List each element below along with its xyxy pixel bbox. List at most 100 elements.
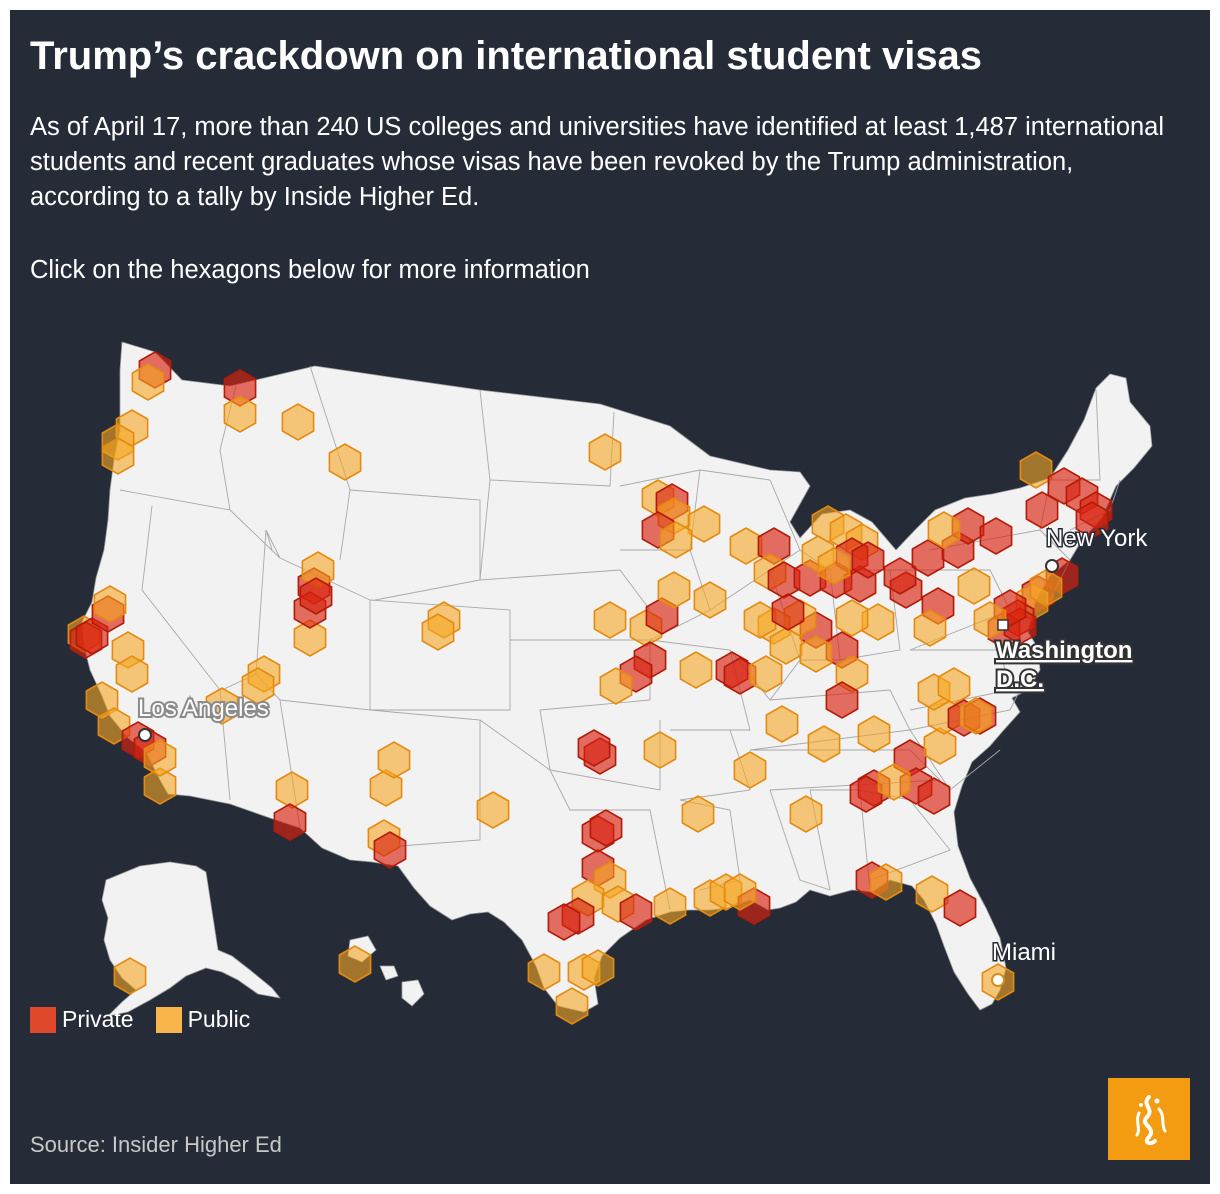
public-college-hexagon[interactable] xyxy=(1019,451,1053,489)
public-college-hexagon[interactable] xyxy=(723,873,757,911)
washington-marker xyxy=(997,619,1009,631)
public-college-hexagon[interactable] xyxy=(835,599,869,637)
washington-label-line2: D.C. xyxy=(996,666,1044,693)
infographic-card: Trump’s crackdown on international stude… xyxy=(10,10,1210,1184)
public-college-hexagon[interactable] xyxy=(223,395,257,433)
public-college-hexagon[interactable] xyxy=(877,763,911,801)
private-college-hexagon[interactable] xyxy=(645,597,679,635)
public-college-hexagon[interactable] xyxy=(653,887,687,925)
us-map: Los Angeles New York Washington D.C. Mia… xyxy=(67,341,1153,1025)
los-angeles-marker xyxy=(138,728,152,742)
private-college-hexagon[interactable] xyxy=(917,777,951,815)
private-college-hexagon[interactable] xyxy=(1025,491,1059,529)
miami-label: Miami xyxy=(992,939,1056,966)
private-college-hexagon[interactable] xyxy=(979,517,1013,555)
public-college-hexagon[interactable] xyxy=(857,715,891,753)
public-college-hexagon[interactable] xyxy=(143,739,177,777)
source-text: Source: Insider Higher Ed xyxy=(30,1132,282,1157)
public-college-hexagon[interactable] xyxy=(749,655,783,693)
public-college-hexagon[interactable] xyxy=(241,667,275,705)
miami-marker xyxy=(991,973,1005,987)
public-college-hexagon[interactable] xyxy=(659,521,693,559)
alaska-shape xyxy=(101,861,281,1017)
public-college-hexagon[interactable] xyxy=(957,567,991,605)
public-college-hexagon[interactable] xyxy=(869,863,903,901)
private-college-hexagon[interactable] xyxy=(299,577,333,615)
instruction-text: Click on the hexagons below for more inf… xyxy=(30,256,590,284)
public-college-hexagon[interactable] xyxy=(687,505,721,543)
private-college-hexagon[interactable] xyxy=(547,903,581,941)
legend: Private Public xyxy=(30,1006,250,1033)
public-college-hexagon[interactable] xyxy=(807,725,841,763)
private-college-hexagon[interactable] xyxy=(771,593,805,631)
public-college-hexagon[interactable] xyxy=(369,769,403,807)
public-college-hexagon[interactable] xyxy=(729,527,763,565)
public-college-hexagon[interactable] xyxy=(93,585,127,623)
public-college-hexagon[interactable] xyxy=(421,613,455,651)
private-college-hexagon[interactable] xyxy=(943,889,977,927)
page-title: Trump’s crackdown on international stude… xyxy=(30,34,983,78)
public-college-hexagon[interactable] xyxy=(377,741,411,779)
public-college-hexagon[interactable] xyxy=(599,667,633,705)
public-college-hexagon[interactable] xyxy=(275,771,309,809)
public-college-hexagon[interactable] xyxy=(765,705,799,743)
public-swatch xyxy=(155,1006,182,1033)
private-college-hexagon[interactable] xyxy=(577,729,611,767)
public-college-hexagon[interactable] xyxy=(593,601,627,639)
public-college-hexagon[interactable] xyxy=(733,751,767,789)
public-college-hexagon[interactable] xyxy=(913,609,947,647)
new-york-label: New York xyxy=(1046,525,1148,552)
private-swatch xyxy=(30,1006,56,1033)
public-college-hexagon[interactable] xyxy=(937,667,971,705)
public-college-hexagon[interactable] xyxy=(143,767,177,805)
public-college-hexagon[interactable] xyxy=(789,795,823,833)
legend-private: Private xyxy=(30,1006,134,1033)
public-college-hexagon[interactable] xyxy=(927,511,961,549)
private-college-hexagon[interactable] xyxy=(849,775,883,813)
public-college-hexagon[interactable] xyxy=(338,945,372,983)
public-college-hexagon[interactable] xyxy=(555,987,589,1025)
private-college-hexagon[interactable] xyxy=(589,809,623,847)
public-college-hexagon[interactable] xyxy=(281,403,315,441)
public-college-hexagon[interactable] xyxy=(131,363,165,401)
public-college-hexagon[interactable] xyxy=(527,953,561,991)
public-college-hexagon[interactable] xyxy=(681,795,715,833)
public-college-hexagon[interactable] xyxy=(101,437,135,475)
public-college-hexagon[interactable] xyxy=(693,581,727,619)
private-college-hexagon[interactable] xyxy=(619,893,653,931)
public-college-hexagon[interactable] xyxy=(205,687,239,725)
public-college-hexagon[interactable] xyxy=(581,949,615,987)
public-college-hexagon[interactable] xyxy=(799,635,833,673)
private-college-hexagon[interactable] xyxy=(373,831,407,869)
al-jazeera-logo-icon xyxy=(1108,1078,1190,1160)
public-college-hexagon[interactable] xyxy=(923,727,957,765)
private-college-hexagon[interactable] xyxy=(883,557,917,595)
public-college-hexagon[interactable] xyxy=(743,601,777,639)
public-college-hexagon[interactable] xyxy=(679,651,713,689)
hexagon-layer xyxy=(67,351,1113,1025)
public-college-hexagon[interactable] xyxy=(657,571,691,609)
public-college-hexagon[interactable] xyxy=(476,791,510,829)
public-college-hexagon[interactable] xyxy=(915,875,949,913)
public-college-hexagon[interactable] xyxy=(1029,569,1063,607)
public-college-hexagon[interactable] xyxy=(643,731,677,769)
logo-glyph-icon xyxy=(1135,1095,1167,1146)
private-college-hexagon[interactable] xyxy=(273,803,307,841)
public-college-hexagon[interactable] xyxy=(115,655,149,693)
legend-public: Public xyxy=(155,1006,251,1033)
public-college-hexagon[interactable] xyxy=(293,619,327,657)
private-college-hexagon[interactable] xyxy=(851,541,885,579)
public-college-hexagon[interactable] xyxy=(769,627,803,665)
description-text: As of April 17, more than 240 US college… xyxy=(30,113,1165,211)
private-college-hexagon[interactable] xyxy=(825,681,859,719)
los-angeles-label: Los Angeles xyxy=(138,695,269,722)
legend-public-label: Public xyxy=(187,1006,251,1032)
legend-private-label: Private xyxy=(62,1006,134,1032)
public-college-hexagon[interactable] xyxy=(328,443,362,481)
private-college-hexagon[interactable] xyxy=(1075,501,1109,539)
public-college-hexagon[interactable] xyxy=(588,433,622,471)
washington-label-line1: Washington xyxy=(996,637,1132,664)
public-college-hexagon[interactable] xyxy=(959,697,993,735)
public-college-hexagon[interactable] xyxy=(113,957,147,995)
public-college-hexagon[interactable] xyxy=(817,547,851,585)
